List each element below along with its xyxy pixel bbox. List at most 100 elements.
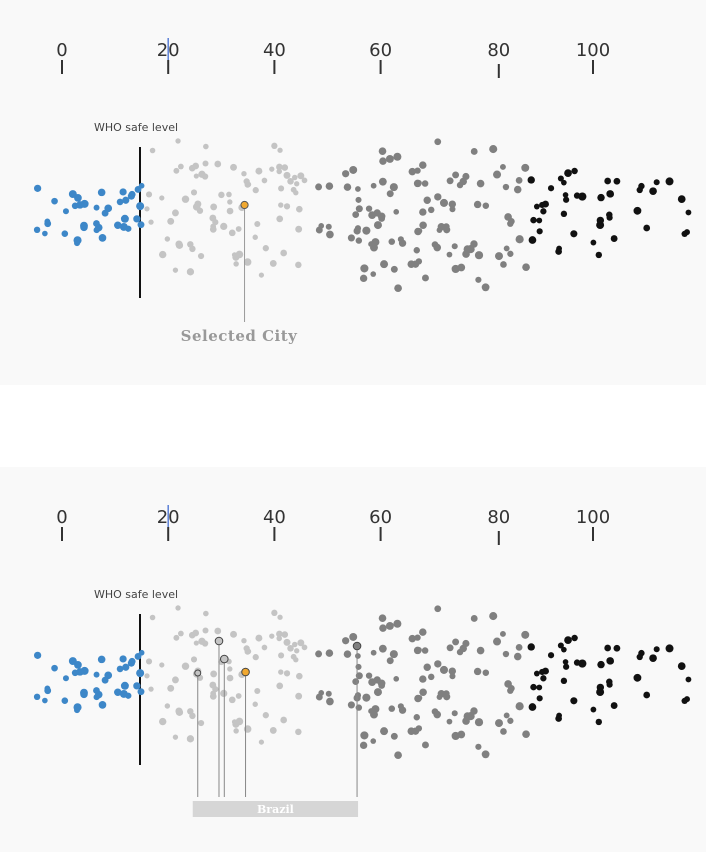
data-point xyxy=(293,657,299,663)
data-point xyxy=(533,670,540,677)
data-point xyxy=(530,683,537,691)
data-point xyxy=(610,702,618,709)
data-point xyxy=(189,712,196,720)
highlighted-city-point[interactable] xyxy=(220,654,229,664)
data-point xyxy=(452,171,460,179)
data-point xyxy=(390,732,398,740)
data-point xyxy=(349,166,358,174)
data-point xyxy=(606,214,613,221)
data-point xyxy=(414,227,422,236)
data-point xyxy=(547,652,555,659)
selected-city-point[interactable] xyxy=(240,200,249,210)
data-point xyxy=(470,615,478,622)
data-point xyxy=(167,217,175,225)
data-point xyxy=(271,142,278,149)
data-point xyxy=(116,198,124,206)
data-point xyxy=(415,647,422,653)
data-point xyxy=(159,250,167,259)
highlighted-city-point[interactable] xyxy=(352,641,362,651)
data-point xyxy=(33,693,41,701)
data-point xyxy=(419,161,427,169)
data-point xyxy=(470,148,478,155)
data-point xyxy=(287,178,294,185)
data-point xyxy=(415,258,423,265)
data-point xyxy=(482,669,490,676)
data-point xyxy=(354,225,362,232)
data-point xyxy=(230,630,237,638)
data-point xyxy=(190,189,198,196)
data-point xyxy=(93,227,100,234)
data-point xyxy=(318,689,325,696)
data-point xyxy=(528,236,537,244)
data-point xyxy=(233,728,239,734)
data-point xyxy=(355,653,361,659)
data-point xyxy=(261,177,268,184)
data-point xyxy=(360,264,369,273)
data-point xyxy=(226,207,234,215)
data-point xyxy=(397,703,404,710)
data-point xyxy=(563,196,570,203)
data-point xyxy=(547,185,555,192)
data-point xyxy=(439,198,449,207)
highlighted-city-point[interactable] xyxy=(241,667,250,677)
data-point xyxy=(262,712,269,719)
data-point xyxy=(421,647,429,654)
data-point xyxy=(434,660,442,668)
data-point xyxy=(495,719,503,728)
data-point xyxy=(291,174,298,181)
data-point xyxy=(296,672,303,680)
data-point xyxy=(431,241,439,248)
data-point xyxy=(245,181,252,188)
data-point xyxy=(604,644,612,652)
chart-panel-bottom: 0 20 40 60 80 100 WHO safe level Brazil xyxy=(0,467,706,852)
data-point xyxy=(431,708,439,715)
data-point xyxy=(360,731,369,740)
highlighted-city-point[interactable] xyxy=(194,669,202,677)
data-point xyxy=(370,271,377,277)
data-point xyxy=(188,631,196,639)
data-point xyxy=(643,224,651,232)
data-point xyxy=(210,203,218,211)
data-point xyxy=(214,160,222,168)
data-point xyxy=(235,693,242,699)
data-point xyxy=(370,182,377,189)
data-point xyxy=(419,221,427,230)
data-point xyxy=(164,236,171,242)
data-point xyxy=(539,201,546,209)
highlighted-city-point[interactable] xyxy=(214,636,224,646)
data-point xyxy=(573,659,581,666)
data-point xyxy=(389,183,398,192)
data-point xyxy=(175,240,183,248)
data-point xyxy=(269,726,277,734)
data-point xyxy=(408,167,417,176)
data-point xyxy=(413,247,420,254)
data-point xyxy=(359,741,368,750)
data-point xyxy=(196,207,204,214)
data-point xyxy=(590,239,597,246)
x-tick-label: 0 xyxy=(56,40,67,61)
data-point xyxy=(665,177,674,186)
data-point xyxy=(190,656,198,663)
data-point xyxy=(513,652,522,661)
data-point xyxy=(293,190,299,196)
data-point xyxy=(202,160,209,167)
data-point xyxy=(685,676,692,683)
data-point xyxy=(119,689,128,698)
data-point xyxy=(649,654,657,662)
data-point xyxy=(33,226,41,234)
data-point xyxy=(80,221,88,230)
data-point xyxy=(451,243,458,250)
chart-panel-top: 0 20 40 60 80 100 WHO safe level Selected City xyxy=(0,0,706,385)
data-point xyxy=(93,220,100,227)
data-point xyxy=(276,163,283,171)
data-point xyxy=(388,705,396,712)
data-point xyxy=(226,674,234,682)
data-point xyxy=(325,223,332,230)
data-point xyxy=(120,214,129,223)
data-point xyxy=(62,208,69,215)
data-point xyxy=(252,701,258,707)
data-point xyxy=(297,639,305,647)
data-point xyxy=(530,216,537,224)
data-point xyxy=(203,143,209,150)
data-point xyxy=(515,702,524,711)
